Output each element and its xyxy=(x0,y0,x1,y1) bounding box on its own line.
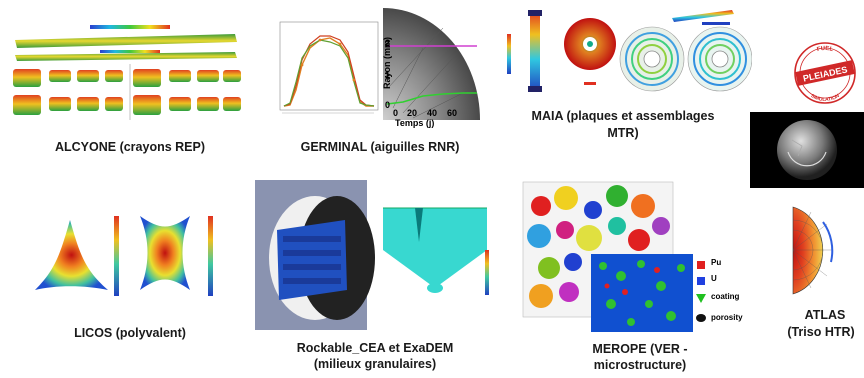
germinal-xtick-20: 20 xyxy=(407,108,418,118)
germinal-ytick-1: 1 xyxy=(385,70,391,80)
germinal-xtick-60: 60 xyxy=(447,108,458,118)
maia-label-line1: MAIA (plaques et assemblages xyxy=(531,109,715,123)
germinal-ytick-2: 2 xyxy=(385,38,391,48)
svg-text:FUEL: FUEL xyxy=(816,46,834,53)
germinal-xlabel: Temps (j) xyxy=(395,118,435,128)
merope-legend-u: U xyxy=(711,274,717,283)
rockable-label-line1: Rockable_CEA et ExaDEM xyxy=(296,341,454,355)
atlas-label-line1: ATLAS xyxy=(804,308,846,322)
merope-legend-porosity: porosity xyxy=(711,313,743,322)
rockable-label-line2: (milieux granulaires) xyxy=(313,357,437,371)
atlas-label-line2: (Triso HTR) xyxy=(787,325,855,339)
rockable-figure xyxy=(255,180,500,330)
germinal-xtick-40: 40 xyxy=(427,108,438,118)
triso-sem-image xyxy=(750,112,864,188)
germinal-micrograph: Rayon (mm) 2 1 0 0 20 40 60 Temps (j) xyxy=(382,8,480,128)
pleiades-ring-bottom: SIMULATION xyxy=(809,93,840,103)
pleiades-ring-top: FUEL xyxy=(816,46,834,53)
svg-text:SIMULATION: SIMULATION xyxy=(809,93,840,103)
maia-figure xyxy=(502,4,753,96)
maia-label-line2: MTR) xyxy=(607,126,639,140)
germinal-plot xyxy=(262,10,382,120)
germinal-xtick-0: 0 xyxy=(393,108,399,118)
licos-label: LICOS (polyvalent) xyxy=(74,326,186,340)
germinal-label: GERMINAL (aiguilles RNR) xyxy=(300,140,460,154)
alcyone-label: ALCYONE (crayons REP) xyxy=(54,140,206,154)
atlas-figure xyxy=(783,202,858,297)
merope-label-line1: MEROPE (VER - xyxy=(592,342,688,356)
merope-label-line2: microstructure) xyxy=(593,358,687,372)
merope-legend-coating: coating xyxy=(711,292,740,301)
pleiades-logo: FUEL SIMULATION PLEIADES xyxy=(790,38,860,108)
germinal-ytick-0: 0 xyxy=(385,100,391,110)
merope-figure: Pu U coating porosity xyxy=(521,176,745,336)
alcyone-figure xyxy=(5,22,245,122)
merope-legend-pu: Pu xyxy=(711,258,722,267)
licos-figure xyxy=(30,210,250,302)
